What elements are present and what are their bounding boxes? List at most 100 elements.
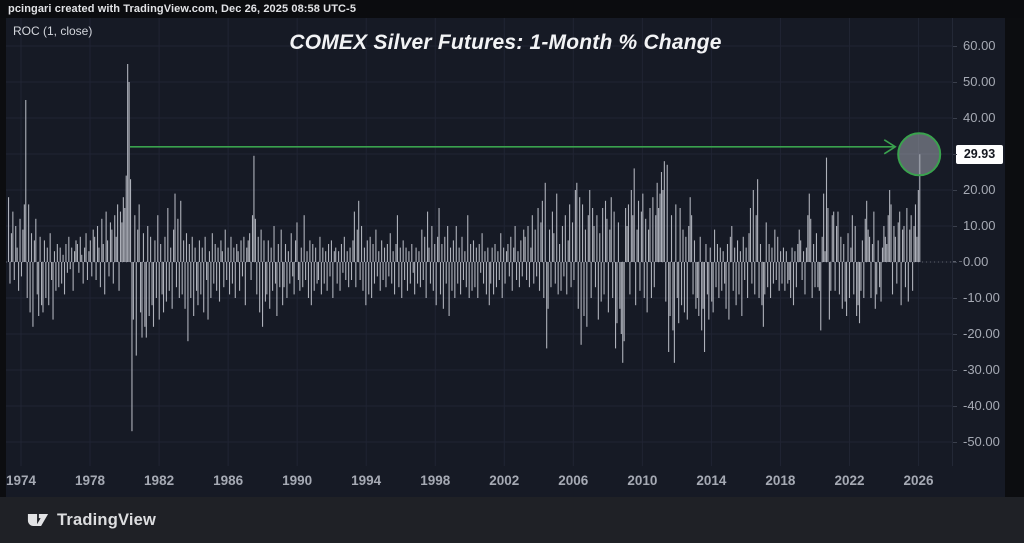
histogram-bar — [198, 240, 200, 262]
histogram-bar — [165, 262, 167, 302]
histogram-bar — [162, 262, 165, 313]
histogram-bar — [887, 215, 889, 262]
time-axis-label: 2022 — [834, 473, 865, 488]
histogram-bar — [142, 233, 144, 262]
histogram-bar — [802, 251, 805, 262]
chart-plot-area[interactable] — [6, 18, 952, 466]
tradingview-wordmark[interactable]: TradingView — [57, 510, 157, 529]
histogram-bar — [25, 100, 27, 262]
histogram-bar — [630, 190, 632, 262]
arrow-annotation-head[interactable] — [883, 139, 897, 155]
histogram-bar — [517, 251, 519, 262]
histogram-bar — [58, 262, 60, 288]
histogram-bar — [452, 240, 454, 262]
histogram-bar — [504, 262, 506, 284]
histogram-bar — [154, 240, 156, 262]
histogram-bar — [75, 240, 77, 262]
price-axis-label: -40.00 — [963, 398, 1000, 413]
histogram-bar — [748, 233, 750, 262]
histogram-bar — [788, 262, 790, 280]
histogram-bar — [650, 262, 652, 298]
indicator-legend[interactable]: ROC (1, close) — [13, 24, 93, 38]
roc-histogram-chart[interactable] — [6, 18, 952, 466]
histogram-bar — [295, 240, 297, 262]
histogram-bar — [742, 236, 744, 262]
histogram-bar — [556, 193, 558, 262]
histogram-bar — [652, 197, 654, 262]
histogram-bar — [381, 240, 383, 262]
histogram-bar — [372, 244, 374, 262]
histogram-bar — [577, 262, 579, 309]
histogram-bar — [18, 262, 20, 291]
histogram-bar — [705, 244, 707, 262]
histogram-bar — [262, 262, 264, 327]
histogram-bar — [481, 233, 483, 262]
histogram-bar — [675, 204, 677, 262]
histogram-bar — [45, 262, 47, 298]
histogram-bar — [808, 193, 810, 262]
histogram-bar — [900, 262, 902, 306]
histogram-bar — [692, 262, 694, 295]
histogram-bar — [13, 262, 15, 280]
price-axis-label: 60.00 — [963, 38, 996, 53]
histogram-bar — [121, 222, 123, 262]
time-axis[interactable]: 1974 1978 1982 1986 1990 1994 1998 2002 2006 2010… — [6, 466, 1005, 497]
histogram-bar — [455, 226, 457, 262]
histogram-bar — [708, 262, 710, 320]
histogram-bar — [678, 262, 680, 324]
histogram-bar — [404, 262, 406, 280]
histogram-bar — [286, 262, 288, 298]
histogram-bar — [590, 262, 592, 298]
histogram-bar — [913, 226, 915, 262]
histogram-bar — [316, 262, 318, 284]
histogram-bar — [843, 244, 845, 262]
histogram-bar — [320, 262, 322, 295]
price-axis-tick-mark — [953, 298, 957, 299]
histogram-bar — [890, 204, 892, 262]
price-axis[interactable]: 29.93 60.00 50.00 40.00 20.00 10.00 0.00 -10.0… — [952, 18, 1005, 466]
histogram-bar — [559, 244, 561, 262]
histogram-bar — [155, 262, 157, 298]
histogram-bar — [233, 247, 235, 262]
histogram-bar — [800, 240, 802, 262]
histogram-bar — [98, 247, 100, 262]
histogram-bar — [610, 197, 612, 262]
price-axis-tick-mark — [953, 226, 957, 227]
histogram-bar — [844, 262, 846, 302]
histogram-bar — [164, 236, 166, 262]
histogram-bar — [187, 262, 189, 342]
histogram-bar — [513, 247, 515, 262]
histogram-bar — [236, 244, 238, 262]
time-axis-label: 1986 — [213, 473, 244, 488]
histogram-bar — [328, 244, 330, 262]
histogram-bar — [653, 262, 655, 288]
histogram-bar — [784, 262, 786, 291]
histogram-bar — [442, 262, 444, 309]
histogram-bar — [881, 247, 884, 262]
histogram-bar — [175, 262, 177, 288]
histogram-bar — [309, 240, 311, 262]
histogram-bar — [721, 262, 723, 291]
histogram-bar — [180, 200, 182, 262]
histogram-bar — [635, 262, 637, 306]
histogram-bar — [12, 211, 14, 262]
histogram-bar — [643, 262, 645, 298]
histogram-bar — [260, 229, 262, 262]
histogram-bar — [312, 244, 314, 262]
histogram-bar — [68, 236, 70, 262]
histogram-bar — [732, 262, 734, 291]
histogram-bar — [655, 215, 657, 262]
histogram-bar — [689, 197, 691, 262]
histogram-bar — [104, 262, 106, 295]
histogram-bar — [211, 233, 213, 262]
histogram-bar — [427, 211, 429, 262]
histogram-bar — [432, 262, 434, 291]
histogram-bar — [566, 262, 568, 295]
highlight-circle-annotation[interactable] — [897, 132, 942, 177]
histogram-bar — [230, 236, 232, 262]
time-axis-label: 1982 — [144, 473, 175, 488]
tradingview-logo-icon[interactable] — [27, 510, 49, 530]
histogram-bar — [369, 236, 371, 262]
histogram-bar — [564, 215, 566, 262]
histogram-bar — [284, 244, 287, 262]
